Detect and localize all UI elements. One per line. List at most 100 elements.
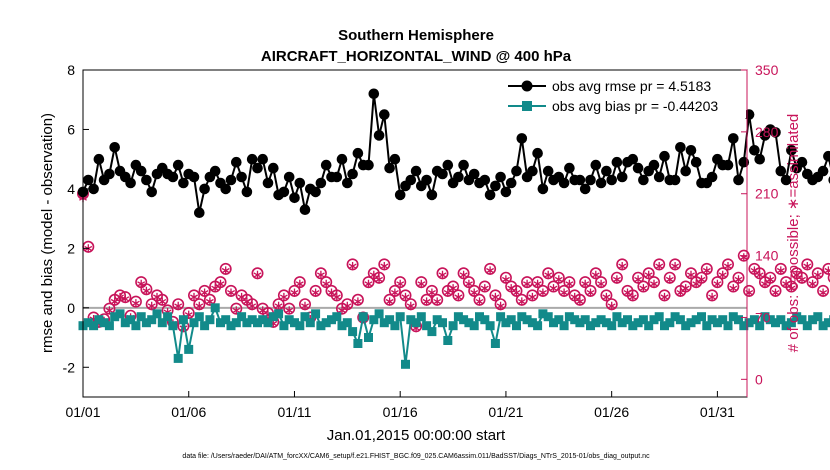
bias-point bbox=[168, 321, 178, 331]
rmse-point bbox=[188, 171, 200, 183]
bias-point bbox=[612, 312, 622, 322]
obs-assimilated-point bbox=[660, 292, 669, 302]
bias-point bbox=[210, 303, 220, 313]
rmse-point bbox=[722, 159, 734, 171]
obs-assimilated-point bbox=[232, 306, 241, 315]
rmse-point bbox=[310, 186, 321, 198]
obs-assimilated-point bbox=[671, 262, 680, 271]
obs-assimilated-point bbox=[782, 279, 791, 289]
bias-point bbox=[596, 315, 606, 325]
bias-point bbox=[670, 312, 680, 322]
obs-assimilated-point bbox=[602, 292, 611, 302]
rmse-point bbox=[627, 153, 639, 165]
bias-point bbox=[337, 321, 347, 331]
obs-assimilated-point bbox=[512, 288, 521, 297]
legend-rmse-label: obs avg rmse pr = 4.5183 bbox=[552, 78, 711, 94]
bias-point bbox=[395, 312, 405, 322]
obs-assimilated-point bbox=[787, 284, 796, 293]
rmse-point bbox=[278, 186, 290, 198]
obs-assimilated-point bbox=[311, 288, 320, 297]
rmse-point bbox=[780, 174, 792, 186]
obs-assimilated-point bbox=[634, 275, 643, 284]
rmse-point bbox=[135, 165, 147, 177]
bias-point bbox=[152, 309, 162, 319]
bias-point bbox=[422, 321, 432, 331]
rmse-point bbox=[585, 174, 596, 186]
rmse-point bbox=[574, 174, 586, 186]
rmse-point bbox=[252, 162, 263, 174]
plot-area bbox=[83, 70, 747, 397]
rmse-point bbox=[141, 174, 152, 186]
bias-point bbox=[628, 321, 638, 331]
obs-assimilated-point bbox=[607, 301, 616, 311]
rmse-point bbox=[320, 159, 332, 171]
obs-assimilated-point bbox=[322, 279, 331, 289]
obs-assimilated-point bbox=[110, 297, 119, 306]
bias-point bbox=[781, 321, 791, 331]
rmse-point bbox=[564, 162, 575, 174]
bias-point bbox=[517, 312, 527, 322]
bias-point bbox=[734, 315, 743, 325]
obs-assimilated-point bbox=[486, 266, 495, 275]
obs-assimilated-point bbox=[195, 301, 204, 311]
y-axis-right-label: # of obs: o=possible; ∗=assimilated bbox=[785, 114, 802, 353]
rmse-point bbox=[558, 177, 570, 189]
obs-assimilated-point bbox=[570, 292, 579, 302]
rmse-point bbox=[516, 133, 528, 144]
bias-point bbox=[268, 312, 278, 322]
obs-assimilated-point bbox=[158, 297, 167, 306]
chart-title: Southern Hemisphere bbox=[338, 27, 494, 44]
rmse-point bbox=[796, 156, 808, 168]
obs-assimilated-point bbox=[750, 266, 759, 275]
rmse-point bbox=[754, 153, 765, 165]
obs-assimilated-point bbox=[808, 279, 817, 289]
obs-assimilated-point bbox=[554, 275, 563, 284]
bias-point bbox=[675, 315, 685, 325]
x-tick-label: 01/01 bbox=[65, 404, 100, 420]
bias-point bbox=[311, 309, 321, 319]
obs-assimilated-point bbox=[295, 279, 304, 289]
bias-point bbox=[459, 315, 469, 325]
rmse-point bbox=[675, 142, 686, 153]
y-right-tick-label: 350 bbox=[755, 62, 779, 78]
rmse-point bbox=[241, 186, 253, 198]
obs-assimilated-point bbox=[147, 301, 156, 311]
rmse-point bbox=[167, 171, 179, 183]
obs-assimilated-point bbox=[628, 292, 637, 302]
bias-point bbox=[760, 312, 770, 322]
bias-point bbox=[792, 312, 802, 322]
bias-point bbox=[660, 321, 669, 331]
bias-point bbox=[332, 312, 342, 322]
rmse-point bbox=[728, 133, 739, 144]
rmse-point bbox=[410, 165, 422, 177]
rmse-point bbox=[368, 88, 380, 100]
bias-point bbox=[765, 315, 775, 325]
rmse-point bbox=[373, 130, 385, 141]
rmse-point bbox=[669, 174, 681, 186]
bias-point bbox=[771, 318, 780, 328]
bias-point bbox=[305, 318, 315, 328]
obs-assimilated-point bbox=[813, 270, 822, 280]
rmse-point bbox=[606, 174, 617, 186]
bias-point bbox=[390, 321, 400, 331]
rmse-point bbox=[659, 150, 670, 162]
obs-assimilated-point bbox=[401, 292, 410, 302]
rmse-point bbox=[595, 177, 607, 189]
rmse-point bbox=[178, 177, 189, 189]
bias-point bbox=[231, 318, 241, 328]
obs-assimilated-point bbox=[655, 262, 664, 271]
rmse-point bbox=[601, 165, 612, 177]
bias-point bbox=[712, 318, 722, 328]
rmse-point bbox=[648, 159, 660, 171]
y-tick-label: -2 bbox=[63, 359, 76, 375]
y-tick-label: 2 bbox=[67, 240, 75, 256]
bias-point bbox=[279, 321, 289, 331]
rmse-point bbox=[823, 150, 830, 162]
obs-assimilated-point bbox=[396, 279, 405, 289]
obs-assimilated-point bbox=[422, 297, 431, 306]
rmse-point bbox=[342, 177, 353, 189]
y-tick-label: 4 bbox=[67, 181, 75, 197]
y-right-tick-label: 210 bbox=[755, 186, 779, 202]
bias-point bbox=[490, 339, 500, 348]
bias-point bbox=[448, 321, 458, 331]
